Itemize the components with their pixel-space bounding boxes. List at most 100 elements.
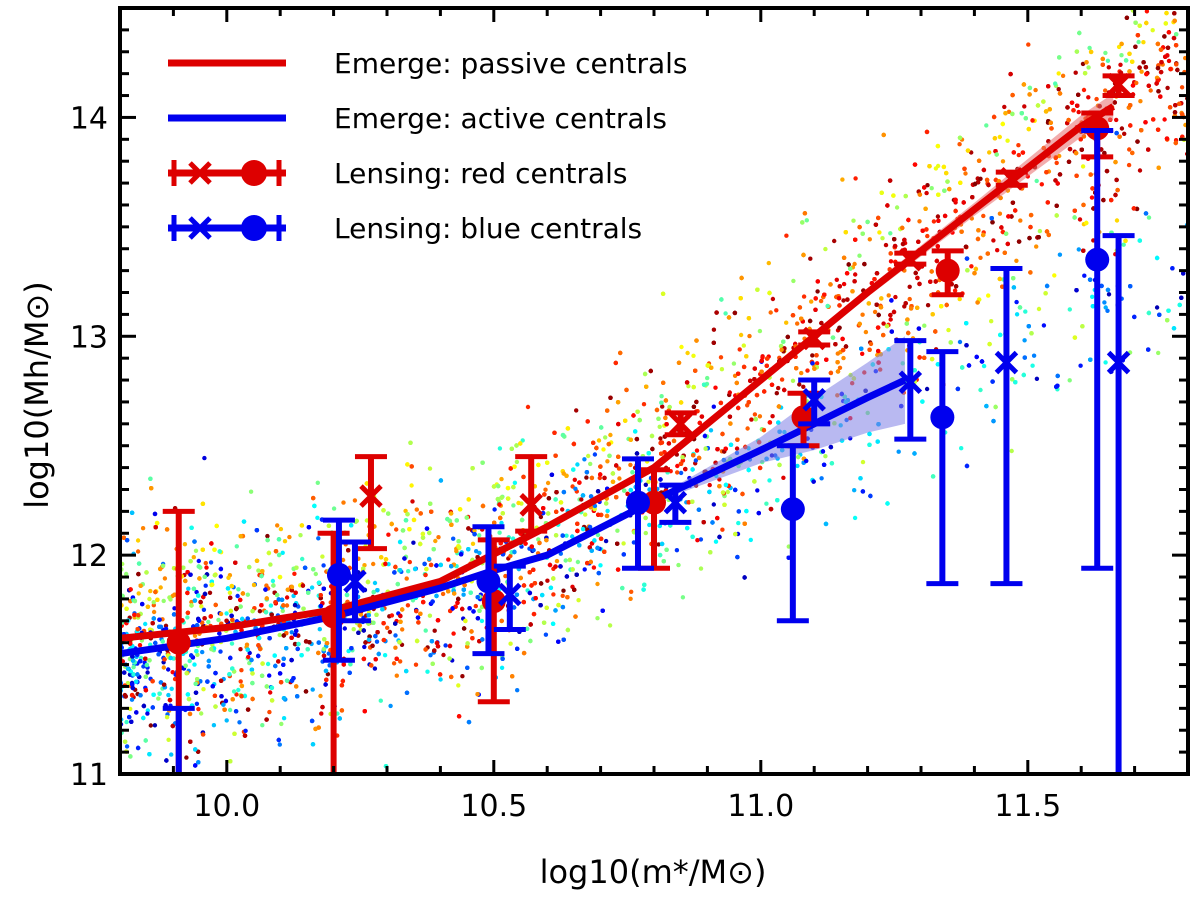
scatter-point — [319, 711, 324, 716]
scatter-point — [935, 362, 941, 367]
scatter-point — [268, 603, 274, 608]
scatter-point — [659, 400, 664, 405]
scatter-point — [218, 611, 224, 617]
scatter-point — [1144, 9, 1150, 14]
scatter-point — [1165, 45, 1171, 50]
scatter-point — [685, 350, 690, 356]
scatter-point — [317, 627, 322, 632]
scatter-point — [981, 167, 987, 173]
scatter-point — [770, 296, 776, 302]
scatter-point — [299, 653, 304, 658]
scatter-point — [995, 248, 1000, 253]
scatter-point — [284, 678, 290, 683]
scatter-point — [1165, 85, 1170, 91]
scatter-point — [454, 518, 459, 523]
scatter-point — [693, 458, 699, 463]
scatter-point — [852, 261, 857, 267]
scatter-point — [398, 659, 403, 664]
scatter-point — [1074, 49, 1080, 54]
scatter-point — [764, 501, 769, 506]
scatter-point — [1119, 53, 1124, 58]
scatter-point — [1114, 117, 1119, 123]
scatter-point — [206, 658, 212, 664]
scatter-point — [767, 478, 772, 483]
scatter-point — [192, 662, 197, 667]
scatter-point — [394, 527, 399, 532]
scatter-point — [563, 558, 568, 563]
scatter-point — [587, 545, 592, 550]
scatter-point — [203, 583, 208, 588]
scatter-point — [840, 177, 845, 182]
scatter-point — [432, 628, 437, 633]
scatter-point — [269, 612, 274, 617]
scatter-point — [1143, 211, 1149, 216]
scatter-point — [663, 398, 669, 403]
scatter-point — [596, 438, 602, 443]
scatter-point — [957, 296, 962, 302]
scatter-point — [642, 371, 648, 377]
scatter-point — [362, 563, 367, 568]
scatter-point — [411, 517, 417, 523]
scatter-point — [269, 685, 275, 690]
scatter-point — [148, 723, 153, 728]
scatter-point — [164, 527, 170, 532]
scatter-point — [273, 663, 278, 669]
scatter-point — [680, 595, 686, 600]
scatter-point — [621, 541, 626, 546]
scatter-point — [514, 443, 519, 448]
scatter-point — [613, 360, 618, 366]
scatter-point — [1123, 238, 1128, 243]
scatter-point — [1008, 71, 1013, 77]
scatter-point — [429, 509, 434, 514]
scatter-point — [278, 526, 284, 532]
scatter-point — [307, 640, 312, 645]
scatter-point — [698, 566, 704, 571]
scatter-point — [893, 294, 898, 300]
scatter-point — [427, 466, 433, 471]
scatter-point — [776, 404, 782, 409]
scatter-point — [423, 647, 428, 652]
scatter-point — [208, 560, 214, 565]
scatter-point — [628, 487, 633, 493]
scatter-point — [776, 385, 781, 391]
scatter-point — [214, 523, 219, 529]
scatter-point — [291, 593, 296, 599]
scatter-point — [240, 616, 245, 622]
scatter-point — [981, 232, 986, 238]
scatter-point — [608, 395, 613, 400]
scatter-point — [1055, 373, 1060, 379]
scatter-point — [917, 219, 922, 224]
scatter-point — [728, 421, 733, 426]
scatter-point — [1157, 312, 1162, 317]
scatter-point — [896, 449, 901, 454]
scatter-point — [935, 214, 941, 219]
scatter-point — [211, 723, 217, 728]
scatter-point — [130, 778, 134, 782]
scatter-point — [822, 292, 827, 297]
scatter-point — [1031, 353, 1037, 358]
scatter-point — [460, 606, 465, 612]
scatter-point — [863, 329, 869, 335]
scatter-point — [169, 686, 174, 691]
scatter-point — [237, 720, 242, 725]
scatter-point — [622, 488, 627, 493]
scatter-point — [969, 264, 974, 269]
scatter-point — [781, 475, 786, 480]
scatter-point — [848, 266, 853, 271]
scatter-point — [130, 778, 134, 782]
scatter-point — [168, 597, 173, 602]
scatter-point — [438, 677, 443, 682]
scatter-point — [265, 537, 270, 543]
scatter-point — [272, 653, 277, 658]
scatter-point — [1047, 107, 1053, 112]
scatter-point — [1155, 65, 1161, 71]
scatter-point — [349, 523, 354, 528]
scatter-point — [795, 321, 800, 326]
scatter-point — [560, 507, 565, 512]
scatter-point — [814, 353, 819, 358]
scatter-point — [303, 639, 309, 644]
scatter-point — [436, 535, 441, 540]
scatter-point — [428, 562, 434, 568]
scatter-point — [981, 213, 986, 219]
scatter-point — [1010, 92, 1015, 98]
